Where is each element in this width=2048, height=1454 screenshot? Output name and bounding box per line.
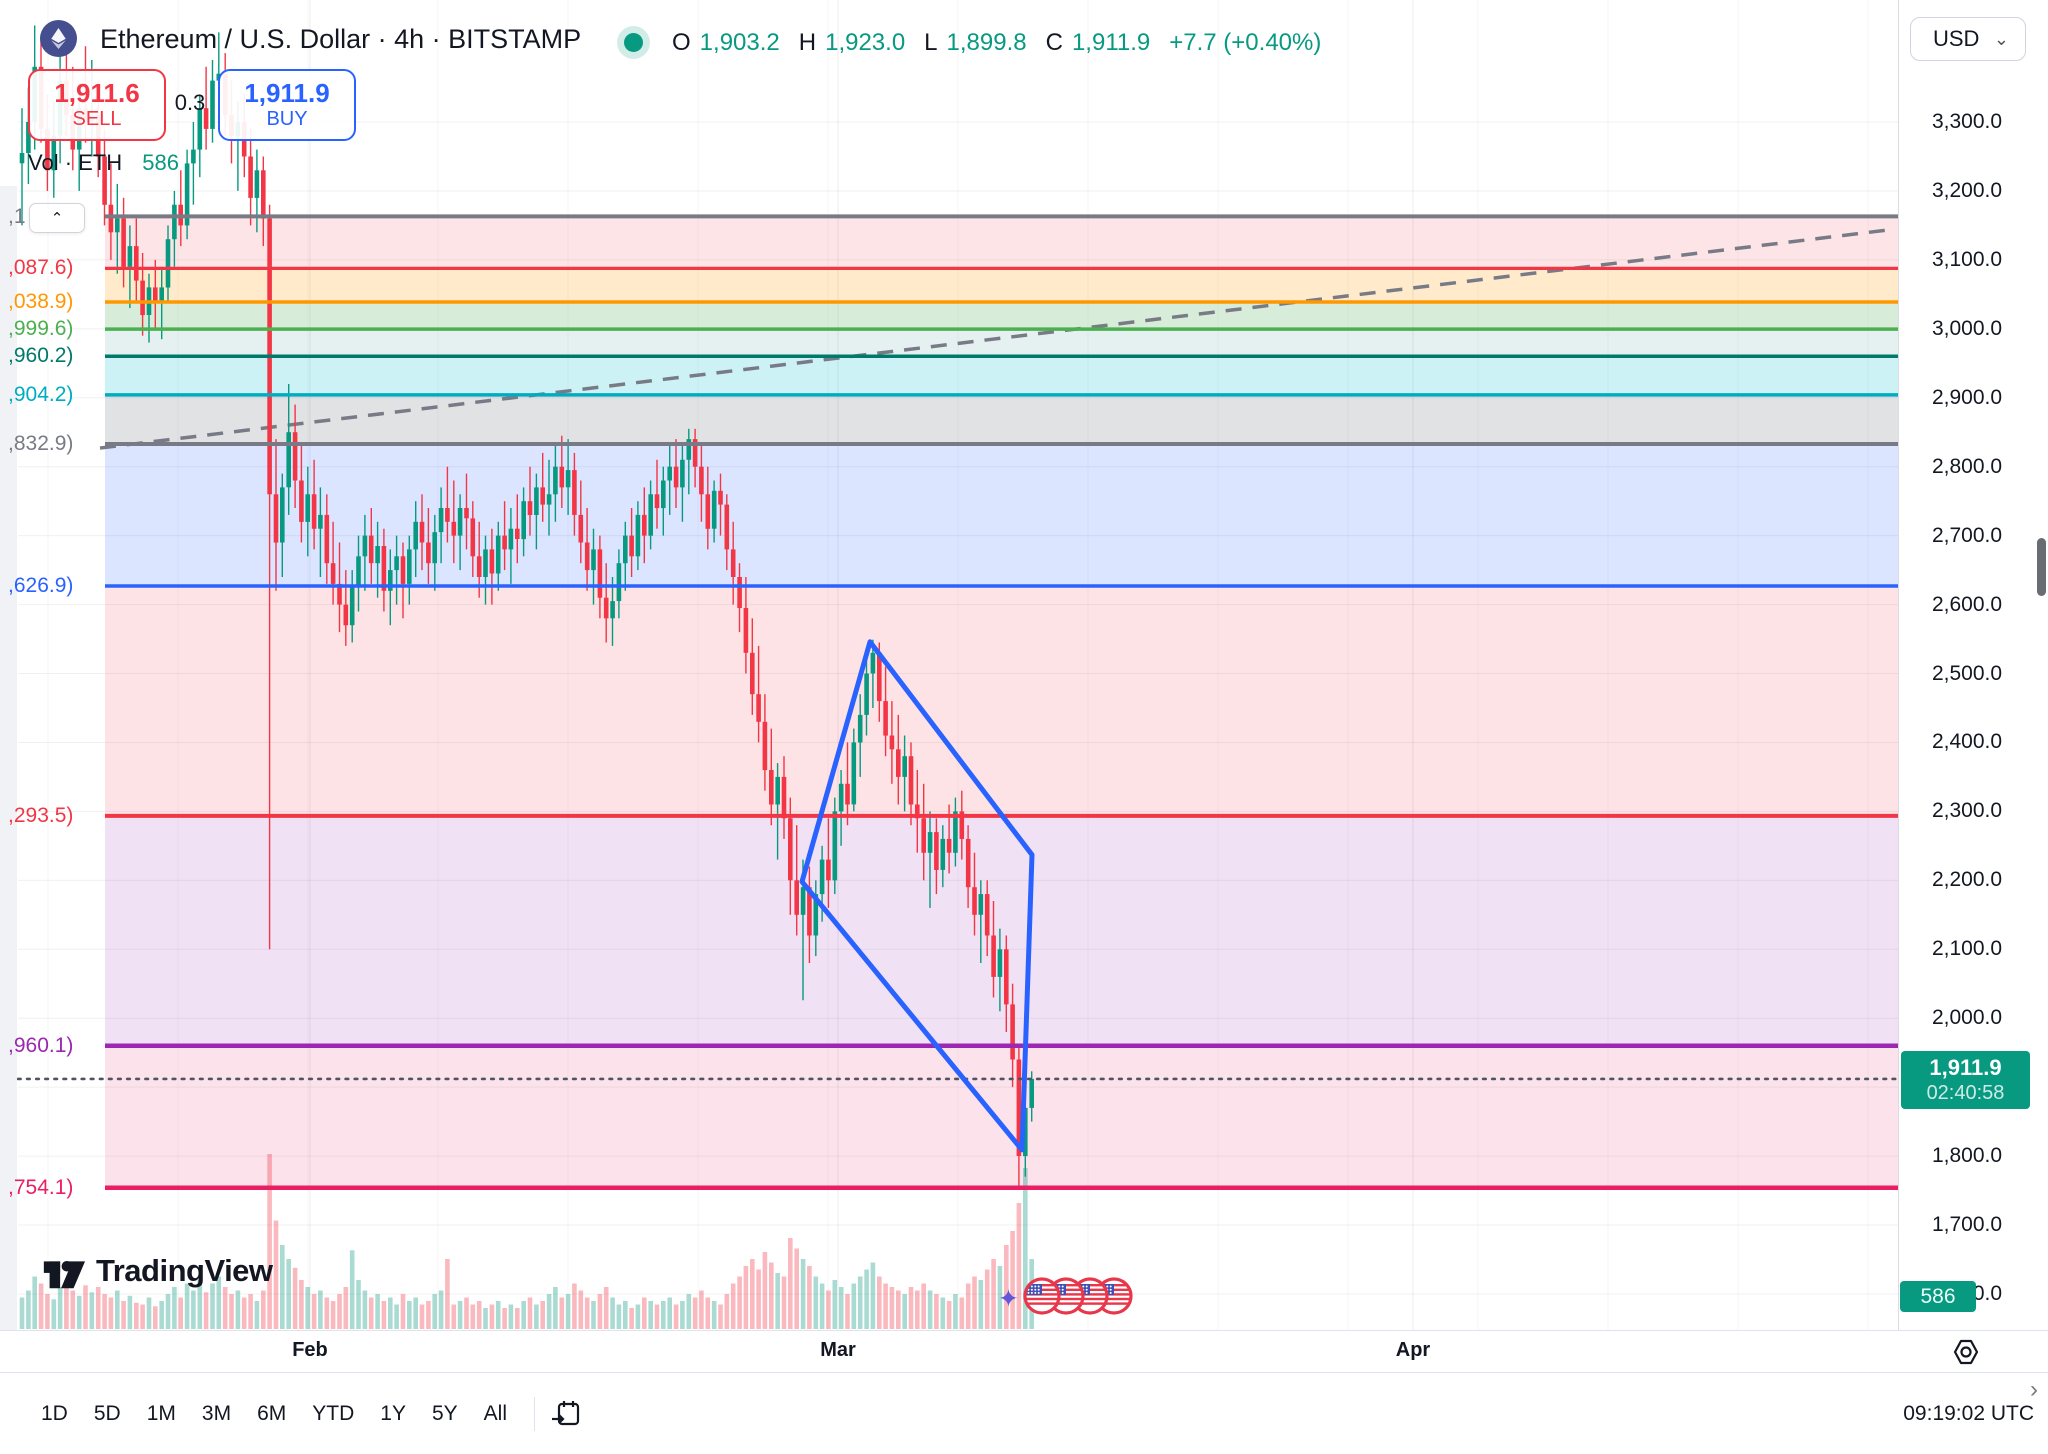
price-axis-tick: 3,200.0 (1931, 178, 2003, 202)
range-button-1d[interactable]: 1D (28, 1394, 81, 1434)
currency-selector[interactable]: USD ⌄ (1910, 17, 2026, 61)
price-axis-tick: 2,700.0 (1931, 523, 2003, 547)
bar-countdown: 02:40:58 (1926, 1082, 2005, 1105)
last-price-value: 1,911.9 (1929, 1054, 2002, 1080)
price-axis-tick: 2,000.0 (1931, 1006, 2003, 1030)
price-axis-tick: 1,700.0 (1931, 1213, 2003, 1236)
clock-utc[interactable]: 09:19:02 UTC (1903, 1401, 2034, 1425)
price-axis-tick: 3,300.0 (1931, 110, 2003, 133)
price-axis-tick: 2,900.0 (1931, 385, 2003, 409)
sell-price: 1,911.6 (54, 77, 140, 108)
level-price-label: ,293.5) (8, 803, 74, 827)
sell-label: SELL (72, 108, 122, 131)
left-edge-gutter (0, 186, 17, 1454)
sparkle-marker-icon[interactable]: ✦ (998, 1285, 1019, 1313)
low-label: L (924, 29, 938, 56)
currency-selector-value: USD (1933, 26, 1980, 51)
level-price-label: ,960.1) (8, 1033, 74, 1057)
tradingview-logo[interactable]: TradingView (40, 1248, 273, 1294)
time-axis-label-apr: Apr (1395, 1339, 1431, 1361)
level-price-label: ,904.2) (8, 382, 74, 406)
toolbar-divider (534, 1396, 535, 1431)
price-axis-tick: 3,100.0 (1931, 247, 2003, 271)
bottom-toolbar: 1D 5D 1M 3M 6M YTD 1Y 5Y All 09:19:02 UTC (0, 1372, 2048, 1454)
collapse-pane-button[interactable]: ⌃ (29, 203, 85, 233)
chart-header: Ethereum / U.S. Dollar · 4h · BITSTAMP O… (0, 0, 1898, 60)
range-button-1m[interactable]: 1M (134, 1394, 189, 1434)
collapsed-level-label: ,1 (8, 205, 26, 228)
open-value: 1,903.2 (699, 29, 780, 56)
price-axis-tick: 3,000.0 (1931, 316, 2003, 340)
range-button-5d[interactable]: 5D (81, 1394, 134, 1434)
last-price-badge: 1,911.9 02:40:58 (1901, 1051, 2030, 1109)
market-status-dot[interactable] (624, 33, 643, 52)
gear-icon[interactable] (1950, 1336, 1982, 1368)
price-axis-tick: 2,500.0 (1931, 661, 2003, 685)
spread-value: 0.3 (174, 90, 206, 115)
level-price-label: ,754.1) (8, 1175, 74, 1199)
range-buttons: 1D 5D 1M 3M 6M YTD 1Y 5Y All (28, 1394, 520, 1434)
volume-indicator-value: 586 (142, 150, 179, 175)
candlestick-chart-canvas[interactable] (0, 0, 2048, 1330)
go-to-date-button[interactable] (549, 1397, 583, 1431)
ohlc-readout: O 1,903.2 H 1,923.0 L 1,899.8 C 1,911.9 … (672, 29, 1331, 57)
range-button-5y[interactable]: 5Y (419, 1394, 471, 1434)
change-value: +7.7 (+0.40%) (1169, 29, 1322, 56)
range-button-1y[interactable]: 1Y (367, 1394, 419, 1434)
chevron-down-icon: ⌄ (1993, 28, 2009, 49)
chevron-up-icon: ⌃ (50, 210, 64, 227)
buy-price: 1,911.9 (244, 77, 330, 108)
price-axis-tick: 2,200.0 (1931, 868, 2003, 892)
symbol-title[interactable]: Ethereum / U.S. Dollar · 4h · BITSTAMP (100, 24, 582, 54)
price-axis-tick: 1,800.0 (1931, 1144, 2003, 1168)
price-axis-tick: 2,400.0 (1931, 730, 2003, 754)
us-flag-event-icon[interactable] (1022, 1276, 1062, 1316)
price-axis-tick: 2,300.0 (1931, 799, 2003, 823)
close-value: 1,911.9 (1071, 29, 1151, 56)
go-to-date-icon (552, 1400, 580, 1425)
range-button-all[interactable]: All (471, 1394, 520, 1434)
level-price-label: ,999.6) (8, 317, 74, 341)
price-axis-tick: 2,600.0 (1931, 592, 2003, 616)
volume-value-badge: 586 (1900, 1281, 1976, 1312)
time-axis-label-feb: Feb (292, 1339, 328, 1361)
close-label: C (1045, 29, 1063, 56)
tradingview-logo-text: TradingView (96, 1253, 273, 1288)
level-price-label: ,626.9) (8, 574, 74, 598)
range-button-6m[interactable]: 6M (244, 1394, 299, 1434)
volume-indicator-label: Vol · ETH (28, 150, 123, 175)
time-axis-label-mar: Mar (820, 1339, 856, 1361)
level-price-label: ,038.9) (8, 289, 74, 313)
buy-button[interactable]: 1,911.9 BUY (218, 69, 356, 141)
range-button-ytd[interactable]: YTD (299, 1394, 367, 1434)
level-price-label: ,832.9) (8, 432, 74, 455)
price-axis-tick: 2,100.0 (1931, 937, 2003, 961)
ethereum-logo-icon[interactable] (40, 20, 77, 57)
expand-panel-chevron-icon[interactable]: › (2030, 1376, 2038, 1403)
high-label: H (798, 29, 817, 56)
level-price-label: ,087.6) (8, 256, 74, 280)
time-axis[interactable]: Feb Mar Apr (0, 1330, 2048, 1373)
open-label: O (672, 29, 691, 56)
range-button-3m[interactable]: 3M (189, 1394, 244, 1434)
sell-button[interactable]: 1,911.6 SELL (28, 69, 166, 141)
price-axis-tick: 2,800.0 (1931, 454, 2003, 478)
scrollbar-thumb[interactable] (2037, 538, 2046, 596)
tradingview-mark-icon (43, 1260, 86, 1289)
high-value: 1,923.0 (825, 29, 906, 56)
buy-label: BUY (266, 108, 308, 131)
volume-indicator[interactable]: Vol · ETH 586 (28, 150, 179, 176)
low-value: 1,899.8 (946, 29, 1027, 56)
level-price-label: ,960.2) (8, 344, 74, 368)
